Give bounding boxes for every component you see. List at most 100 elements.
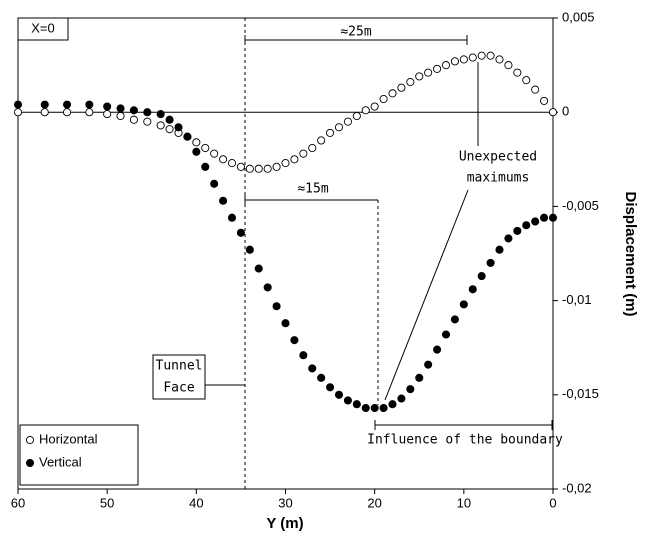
point [450,57,459,66]
point [397,394,406,403]
pointer [384,189,469,401]
point [531,217,540,226]
point [406,385,415,394]
point [352,400,361,409]
point [513,68,522,77]
x-tick-label: 50 [100,495,114,510]
point [352,111,361,121]
point [334,390,344,399]
span-mid-label: ≈15m [297,182,328,197]
point [254,264,263,273]
span-top-label: ≈25m [340,25,371,40]
boundary-label: Influence of the boundary [367,433,563,448]
point [433,64,442,73]
point [165,125,174,134]
point [388,400,397,409]
point [245,245,254,254]
point [326,383,335,392]
point [450,315,459,324]
point [129,106,138,115]
point [504,234,513,243]
point [299,351,308,360]
point [326,128,335,137]
legend [19,424,139,486]
y-tick-label: -0,01 [562,292,592,307]
point [468,53,477,62]
point [272,302,281,311]
point [183,132,192,141]
point [477,272,486,281]
plot-frame [17,17,554,490]
point [531,85,540,94]
y-tick-label: 0,005 [562,9,595,24]
point [156,110,165,119]
x-tick-label: 60 [11,495,25,510]
point [370,403,379,413]
point [317,373,326,382]
point [522,76,531,85]
face-label: Tunnel [156,359,203,374]
point [143,117,152,126]
point [263,283,272,292]
point [210,149,219,158]
point [165,115,174,124]
point [290,155,299,164]
point [290,336,299,345]
point [361,403,370,413]
point [441,61,451,70]
point [495,245,504,254]
point [103,102,112,111]
point [343,117,352,126]
point [62,108,72,117]
point [397,83,406,92]
point [13,108,23,117]
point [468,285,477,294]
maximums-label: maximums [467,171,530,186]
point [548,108,558,117]
point [513,226,522,235]
point [116,111,125,121]
face-box [152,354,206,400]
point [486,51,495,60]
x-tick-label: 20 [367,495,381,510]
point [361,106,370,115]
point [236,228,245,237]
point [370,102,379,111]
point [103,110,112,119]
point [62,100,72,109]
point [272,162,281,171]
point [40,100,49,109]
point [40,108,49,117]
point [379,94,388,104]
legend-label: Horizontal [39,431,98,446]
point [540,213,549,222]
point [299,149,308,158]
point [406,78,415,87]
point [334,123,344,132]
point [254,164,263,173]
point [459,55,468,64]
point [281,319,290,328]
y-tick-label: 0 [562,104,569,119]
point [441,330,451,339]
x-tick-label: 30 [278,495,292,510]
point [477,51,486,60]
point [522,221,531,230]
point [143,108,152,117]
point [174,123,183,132]
point [210,179,219,188]
point [116,104,125,113]
x-tick-label: 40 [189,495,203,510]
section-label: X=0 [31,20,55,35]
point [227,159,237,168]
point [85,100,94,109]
point [424,360,433,369]
point [388,89,397,98]
point [379,403,388,413]
point [85,108,94,117]
legend-label: Vertical [39,454,82,469]
point [540,96,549,105]
point [424,68,433,77]
point [433,345,442,354]
point [281,159,290,168]
